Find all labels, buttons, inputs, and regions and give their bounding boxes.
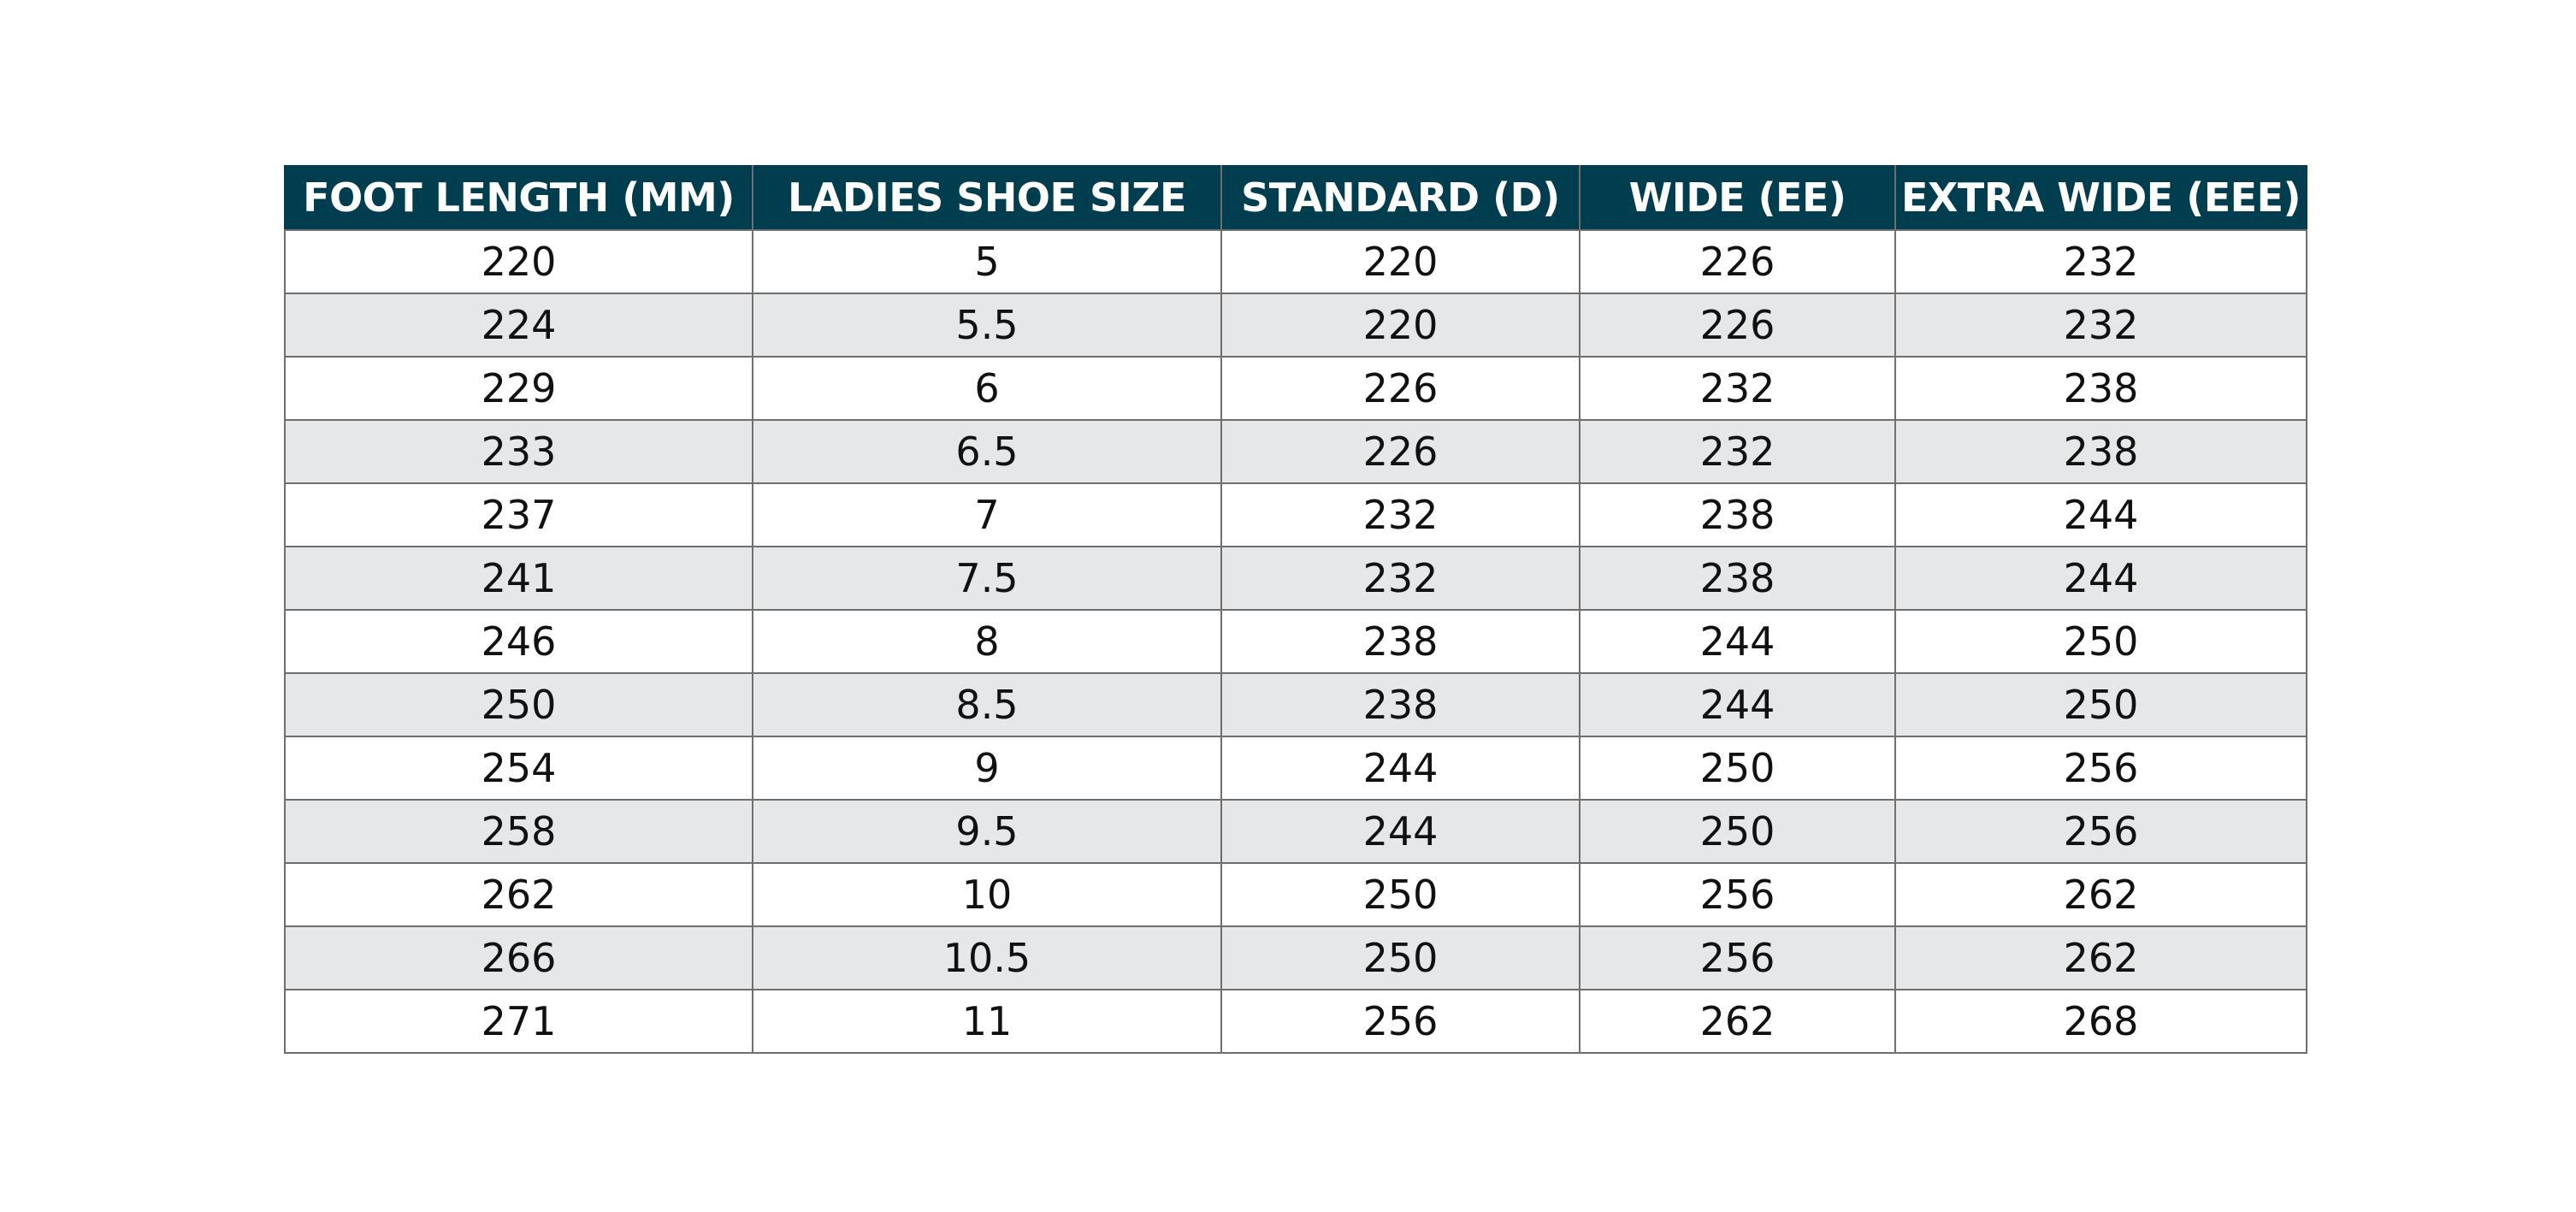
table-cell: 256 [1579,925,1896,990]
header-cell: LADIES SHOE SIZE [752,165,1222,231]
table-cell: 233 [284,419,753,484]
table-cell: 238 [1579,546,1896,611]
table-cell: 226 [1579,229,1896,294]
table-cell: 232 [1579,419,1896,484]
table-row: 237 7 232 238 244 [284,482,2307,547]
table-row: 258 9.5 244 250 256 [284,799,2307,864]
table-cell: 254 [284,736,753,801]
table-cell: 256 [1220,989,1580,1054]
header-cell: FOOT LENGTH (MM) [284,165,753,231]
table-cell: 226 [1220,356,1580,421]
table-cell: 250 [1220,862,1580,927]
table-cell: 6 [752,356,1222,421]
table-cell: 250 [1220,925,1580,990]
table-cell: 256 [1894,736,2307,801]
table-cell: 262 [1894,862,2307,927]
table-cell: 229 [284,356,753,421]
table-cell: 244 [1220,799,1580,864]
table-row: 262 10 250 256 262 [284,862,2307,927]
table-row: 229 6 226 232 238 [284,356,2307,421]
table-cell: 258 [284,799,753,864]
table-cell: 250 [1579,736,1896,801]
table-cell: 271 [284,989,753,1054]
table-cell: 5 [752,229,1222,294]
table-cell: 8.5 [752,672,1222,737]
table-cell: 262 [284,862,753,927]
table-row: 220 5 220 226 232 [284,229,2307,294]
table-cell: 246 [284,609,753,674]
table-cell: 224 [284,293,753,358]
header-cell: EXTRA WIDE (EEE) [1894,165,2307,231]
table-cell: 232 [1894,229,2307,294]
table-row: 233 6.5 226 232 238 [284,419,2307,484]
table-cell: 238 [1894,356,2307,421]
table-row: 224 5.5 220 226 232 [284,293,2307,358]
table-row: 250 8.5 238 244 250 [284,672,2307,737]
table-cell: 244 [1579,672,1896,737]
table-cell: 238 [1220,609,1580,674]
table-cell: 11 [752,989,1222,1054]
table-cell: 262 [1579,989,1896,1054]
table-cell: 6.5 [752,419,1222,484]
table-cell: 10 [752,862,1222,927]
header-cell: WIDE (EE) [1579,165,1896,231]
header-cell: STANDARD (D) [1220,165,1580,231]
table-cell: 256 [1894,799,2307,864]
table-cell: 268 [1894,989,2307,1054]
header-row: FOOT LENGTH (MM) LADIES SHOE SIZE STANDARD… [284,165,2307,231]
table-cell: 232 [1579,356,1896,421]
table-cell: 266 [284,925,753,990]
table-cell: 9.5 [752,799,1222,864]
table-cell: 220 [284,229,753,294]
table-body: 220 5 220 226 232 224 5.5 220 226 232 229 6 226 232 23… [284,229,2307,1054]
table-cell: 250 [284,672,753,737]
table-cell: 244 [1220,736,1580,801]
table-cell: 220 [1220,293,1580,358]
table-cell: 9 [752,736,1222,801]
table-cell: 232 [1894,293,2307,358]
table-cell: 238 [1220,672,1580,737]
table-cell: 238 [1579,482,1896,547]
table-cell: 220 [1220,229,1580,294]
table-cell: 232 [1220,546,1580,611]
table-cell: 250 [1894,672,2307,737]
table-cell: 250 [1579,799,1896,864]
table-cell: 244 [1579,609,1896,674]
table-cell: 10.5 [752,925,1222,990]
table-row: 254 9 244 250 256 [284,736,2307,801]
table-row: 246 8 238 244 250 [284,609,2307,674]
table-row: 266 10.5 250 256 262 [284,925,2307,990]
table-cell: 226 [1579,293,1896,358]
table-cell: 256 [1579,862,1896,927]
size-table: FOOT LENGTH (MM) LADIES SHOE SIZE STANDARD… [284,165,2307,1054]
table-cell: 244 [1894,482,2307,547]
table-cell: 262 [1894,925,2307,990]
table-cell: 8 [752,609,1222,674]
table-cell: 238 [1894,419,2307,484]
table-row: 241 7.5 232 238 244 [284,546,2307,611]
table-cell: 244 [1894,546,2307,611]
table-row: 271 11 256 262 268 [284,989,2307,1054]
table-cell: 232 [1220,482,1580,547]
table-cell: 241 [284,546,753,611]
table-cell: 7 [752,482,1222,547]
table-cell: 250 [1894,609,2307,674]
table-cell: 226 [1220,419,1580,484]
table-cell: 237 [284,482,753,547]
table-cell: 7.5 [752,546,1222,611]
table-cell: 5.5 [752,293,1222,358]
